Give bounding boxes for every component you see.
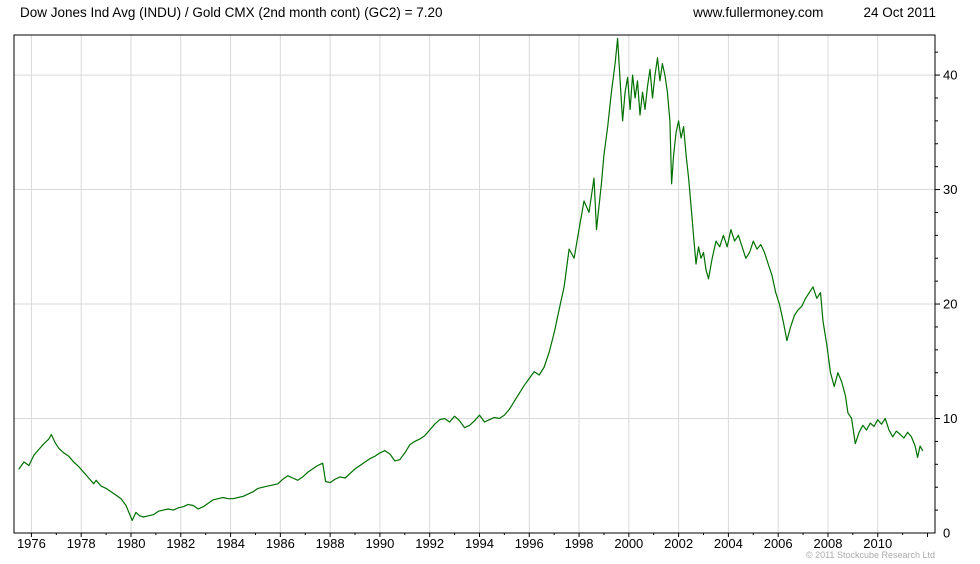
x-axis-label: 1988 bbox=[316, 536, 345, 551]
x-axis-label: 2006 bbox=[764, 536, 793, 551]
x-axis-label: 2002 bbox=[664, 536, 693, 551]
x-axis-label: 1980 bbox=[117, 536, 146, 551]
chart-area: 0 10 20 30 40 1976 1978 1980 1982 1984 1986 1988 199… bbox=[0, 29, 980, 564]
x-axis-label: 1990 bbox=[365, 536, 394, 551]
x-axis-label: 1998 bbox=[565, 536, 594, 551]
y-axis-label: 10 bbox=[943, 411, 957, 426]
x-axis-label: 1984 bbox=[216, 536, 245, 551]
x-axis-label: 1994 bbox=[465, 536, 494, 551]
chart-date: 24 Oct 2011 bbox=[863, 5, 936, 20]
y-axis-label: 40 bbox=[943, 68, 957, 83]
x-axis-label: 1978 bbox=[67, 536, 96, 551]
copyright-notice: © 2011 Stockcube Research Ltd bbox=[806, 550, 935, 560]
x-axis-label: 2004 bbox=[714, 536, 743, 551]
x-axis-label: 1996 bbox=[515, 536, 544, 551]
chart-header: Dow Jones Ind Avg (INDU) / Gold CMX (2nd… bbox=[0, 0, 980, 29]
dow-gold-ratio-chart: 0 10 20 30 40 1976 1978 1980 1982 1984 1986 1988 199… bbox=[13, 34, 957, 560]
x-axis-label: 2008 bbox=[814, 536, 843, 551]
website-label: www.fullermoney.com bbox=[693, 5, 824, 20]
ratio-line bbox=[18, 37, 924, 521]
x-axis-label: 2000 bbox=[614, 536, 643, 551]
x-axis-label: 1992 bbox=[415, 536, 444, 551]
plot-border bbox=[13, 34, 936, 534]
y-axis-label: 0 bbox=[943, 526, 950, 541]
x-axis-label: 2010 bbox=[863, 536, 892, 551]
x-axis-label: 1986 bbox=[266, 536, 295, 551]
x-axis-label: 1976 bbox=[17, 536, 46, 551]
x-axis-label: 1982 bbox=[166, 536, 195, 551]
y-axis-label: 30 bbox=[943, 182, 957, 197]
chart-title: Dow Jones Ind Avg (INDU) / Gold CMX (2nd… bbox=[20, 5, 443, 20]
y-axis-label: 20 bbox=[943, 297, 957, 312]
